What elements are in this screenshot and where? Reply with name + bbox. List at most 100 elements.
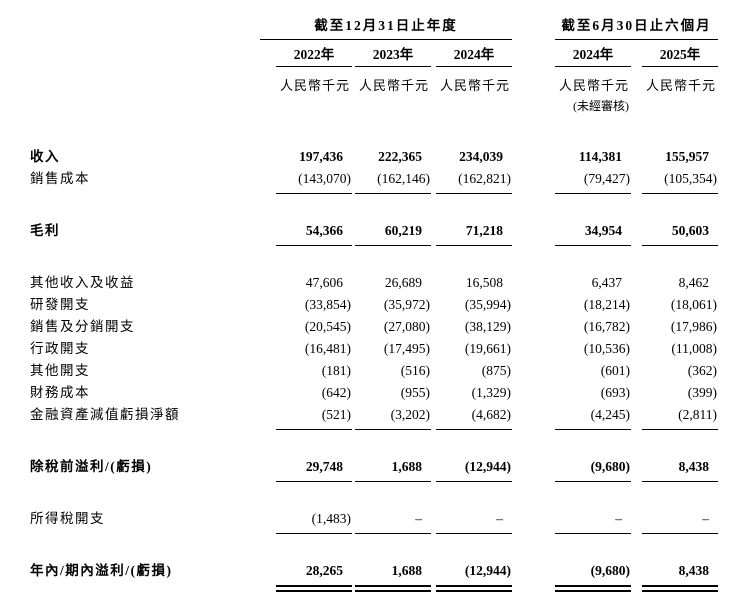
spacer-cell bbox=[30, 490, 718, 508]
year-2024-interim-header: 2024年 bbox=[555, 43, 632, 67]
total-rule bbox=[642, 428, 719, 430]
cell-value: (875) bbox=[481, 362, 512, 378]
cell-value: 29,748 bbox=[305, 458, 343, 474]
cell-value: 54,366 bbox=[305, 222, 343, 238]
rule-cell bbox=[431, 426, 513, 438]
total-rule bbox=[642, 480, 719, 482]
row-label: 行政開支 bbox=[30, 340, 90, 356]
table-row: 行政開支 (16,481) (17,495) (19,661) (10,536) (11,… bbox=[30, 338, 718, 360]
cell-value: 197,436 bbox=[299, 148, 343, 164]
income-statement-table: 截至12月31日止年度 截至6月30日止六個月 2022年 2023年 2024… bbox=[30, 14, 719, 598]
total-rule-row bbox=[30, 478, 719, 490]
column-gap bbox=[512, 338, 555, 360]
year-2025-interim-header: 2025年 bbox=[642, 43, 719, 67]
total-rule bbox=[555, 428, 632, 430]
cell-value: – bbox=[415, 510, 422, 526]
column-gap bbox=[512, 294, 555, 316]
total-rule-row bbox=[30, 242, 719, 254]
table-row: 金融資產減值虧損淨額 (521) (3,202) (4,682) (4,245) (2,8… bbox=[30, 404, 718, 426]
total-rule bbox=[436, 532, 513, 534]
cell-value: 1,688 bbox=[391, 458, 422, 474]
double-total-rule bbox=[555, 584, 632, 592]
cell-value: (16,481) bbox=[304, 340, 351, 356]
cell-value: (20,545) bbox=[304, 318, 351, 334]
column-gap bbox=[512, 582, 555, 598]
total-rule bbox=[555, 532, 632, 534]
cell-value: (105,354) bbox=[664, 170, 718, 186]
total-rule-row bbox=[30, 530, 719, 542]
rule-label-gap bbox=[30, 190, 260, 202]
column-gap bbox=[512, 426, 555, 438]
cell-value: (33,854) bbox=[304, 296, 351, 312]
total-rule bbox=[355, 192, 431, 194]
column-gap bbox=[512, 190, 555, 202]
cell-value: 28,265 bbox=[305, 562, 343, 578]
table-row: 財務成本 (642) (955) (1,329) (693) (399) bbox=[30, 382, 718, 404]
row-label: 研發開支 bbox=[30, 296, 90, 312]
cell-value: (1,483) bbox=[311, 510, 351, 526]
column-gap bbox=[512, 272, 555, 294]
column-gap bbox=[512, 220, 555, 242]
cell-value: (17,495) bbox=[383, 340, 430, 356]
cell-value: (9,680) bbox=[590, 562, 631, 578]
cell-value: (362) bbox=[687, 362, 718, 378]
cell-value: (693) bbox=[600, 384, 631, 400]
row-label: 其他收入及收益 bbox=[30, 274, 135, 290]
table-row: 所得稅開支 (1,483) – – – – bbox=[30, 508, 718, 530]
rule-cell bbox=[260, 582, 352, 598]
spacer-row bbox=[30, 254, 718, 272]
total-rule bbox=[276, 532, 352, 534]
table-row: 年內/期內溢利/(虧損) 28,265 1,688 (12,944) (9,680) 8,… bbox=[30, 560, 718, 582]
corner-cell bbox=[30, 14, 260, 40]
column-gap bbox=[512, 508, 555, 530]
total-rule bbox=[355, 244, 431, 246]
cell-value: (955) bbox=[400, 384, 430, 400]
cell-value: (4,682) bbox=[471, 406, 512, 422]
currency-unit-row: 人民幣千元 人民幣千元 人民幣千元 人民幣千元 人民幣千元 bbox=[30, 67, 718, 94]
double-rule-row bbox=[30, 582, 719, 598]
cell-value: (399) bbox=[687, 384, 718, 400]
total-rule bbox=[355, 480, 431, 482]
cell-value: (162,821) bbox=[458, 170, 512, 186]
row-label: 財務成本 bbox=[30, 384, 90, 400]
cell-value: 8,438 bbox=[678, 562, 710, 578]
cell-value: 60,219 bbox=[384, 222, 422, 238]
double-total-rule bbox=[276, 584, 352, 592]
cell-value: (27,080) bbox=[383, 318, 430, 334]
rule-cell bbox=[555, 426, 632, 438]
total-rule bbox=[436, 244, 513, 246]
cell-value: (79,427) bbox=[583, 170, 631, 186]
double-total-rule bbox=[436, 584, 513, 592]
rule-cell bbox=[631, 426, 719, 438]
cell-value: (10,536) bbox=[583, 340, 631, 356]
rule-cell bbox=[352, 530, 431, 542]
unaudited-note: (未經審核) bbox=[573, 98, 630, 113]
table-row: 銷售及分銷開支 (20,545) (27,080) (38,129) (16,782) (… bbox=[30, 316, 718, 338]
cell-value: (516) bbox=[400, 362, 430, 378]
cell-value: 234,039 bbox=[459, 148, 504, 164]
table-body: 收入 197,436 222,365 234,039 114,381 155,957 銷售成… bbox=[30, 146, 719, 598]
rule-cell bbox=[260, 530, 352, 542]
rule-cell bbox=[352, 190, 431, 202]
row-label: 金融資產減值虧損淨額 bbox=[30, 406, 180, 422]
cell-value: (11,008) bbox=[671, 340, 718, 356]
cell-value: (18,214) bbox=[583, 296, 631, 312]
total-rule bbox=[436, 428, 513, 430]
column-gap bbox=[512, 382, 555, 404]
spacer-row bbox=[30, 490, 718, 508]
unit-label: 人民幣千元 bbox=[358, 77, 429, 93]
cell-value: (143,070) bbox=[298, 170, 351, 186]
cell-value: 155,957 bbox=[665, 148, 710, 164]
column-gap bbox=[512, 404, 555, 426]
row-label: 年內/期內溢利/(虧損) bbox=[30, 562, 173, 578]
cell-value: 114,381 bbox=[578, 148, 623, 164]
rule-cell bbox=[352, 478, 431, 490]
cell-value: (521) bbox=[321, 406, 351, 422]
spacer-cell bbox=[30, 254, 718, 272]
rule-cell bbox=[631, 582, 719, 598]
rule-label-gap bbox=[30, 478, 260, 490]
header-gap bbox=[512, 14, 555, 40]
cell-value: (181) bbox=[321, 362, 351, 378]
row-label: 銷售及分銷開支 bbox=[30, 318, 135, 334]
column-gap bbox=[512, 146, 555, 168]
